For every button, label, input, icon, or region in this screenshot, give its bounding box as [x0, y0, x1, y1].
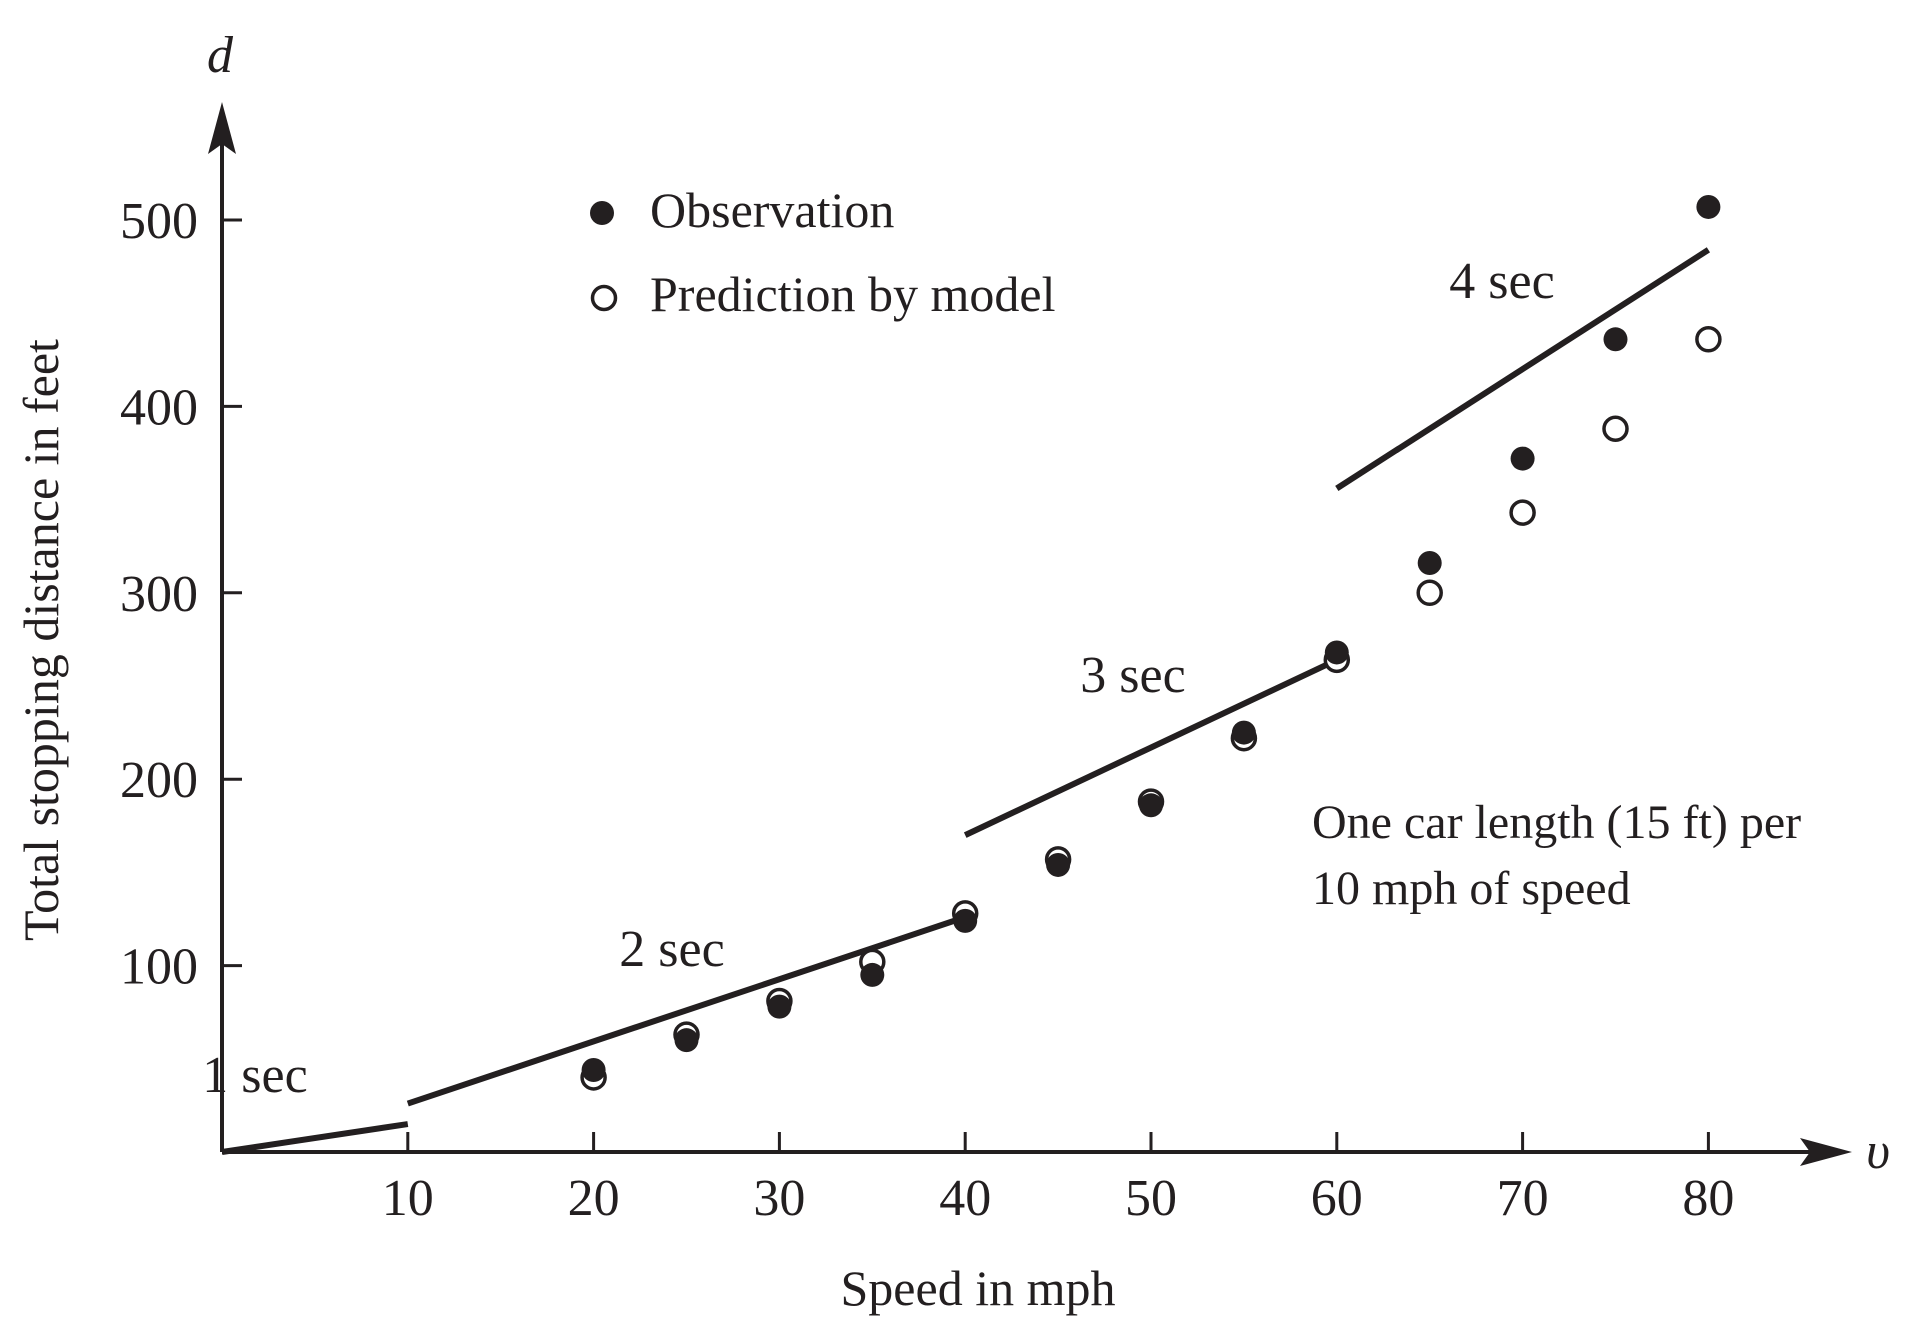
- observation-point-65: [1417, 550, 1442, 575]
- legend-prediction-marker: [590, 284, 618, 312]
- legend-prediction-label: Prediction by model: [650, 266, 1056, 322]
- annotation-line-1: One car length (15 ft) per: [1312, 796, 1801, 849]
- y-axis-title: Total stopping distance in feet: [13, 339, 69, 941]
- observation-point-70: [1510, 446, 1535, 471]
- segment-line-4-sec: [1335, 247, 1711, 491]
- segment-line-2-sec: [406, 914, 967, 1107]
- observation-point-40: [953, 908, 978, 933]
- prediction-point-65: [1416, 579, 1443, 607]
- observation-point-55: [1231, 720, 1256, 745]
- y-axis-arrow: [208, 102, 236, 154]
- axes: [208, 102, 1852, 1166]
- y-tick-label-100: 100: [120, 939, 198, 996]
- segment-label-1-sec: 1 sec: [202, 1047, 307, 1104]
- observation-point-75: [1603, 327, 1628, 352]
- observation-point-60: [1324, 640, 1349, 665]
- x-tick-label-10: 10: [382, 1170, 434, 1227]
- observation-point-50: [1139, 793, 1163, 818]
- y-ticks: 100 200 300 400 500: [120, 193, 242, 996]
- prediction-point-70: [1509, 499, 1536, 526]
- legend-observation-label: Observation: [650, 182, 894, 238]
- x-axis-arrow: [1800, 1138, 1852, 1166]
- segment-line-3-sec: [963, 657, 1339, 838]
- observation-point-30: [767, 994, 792, 1019]
- segment-label-3-sec: 3 sec: [1080, 647, 1185, 704]
- observation-point-20: [581, 1057, 606, 1082]
- annotation: One car length (15 ft) per 10 mph of spe…: [1312, 796, 1801, 915]
- prediction-point-80: [1695, 326, 1722, 353]
- y-tick-label-200: 200: [120, 752, 198, 809]
- x-tick-label-30: 30: [753, 1170, 805, 1227]
- observation-point-35: [860, 962, 885, 987]
- segment-label-2-sec: 2 sec: [619, 921, 724, 978]
- y-tick-label-500: 500: [120, 193, 198, 250]
- time-segments: 1 sec 2 sec 3 sec 4 sec: [202, 247, 1711, 1155]
- legend-observation-marker: [590, 201, 614, 225]
- data-points: [580, 194, 1722, 1091]
- observation-point-45: [1046, 852, 1071, 877]
- y-variable-label: d: [207, 27, 234, 84]
- x-ticks: 10 20 30 40 50 60 70 80: [382, 1132, 1734, 1227]
- x-tick-label-20: 20: [568, 1170, 620, 1227]
- y-tick-label-400: 400: [120, 379, 198, 436]
- x-tick-label-80: 80: [1682, 1170, 1734, 1227]
- segment-line-1-sec: [221, 1121, 409, 1155]
- y-tick-label-300: 300: [120, 566, 198, 623]
- prediction-point-75: [1602, 415, 1629, 443]
- annotation-line-2: 10 mph of speed: [1312, 862, 1631, 915]
- observation-point-80: [1696, 194, 1721, 219]
- x-tick-label-50: 50: [1125, 1170, 1177, 1227]
- legend: Observation Prediction by model: [590, 182, 1056, 322]
- segment-label-4-sec: 4 sec: [1449, 253, 1554, 310]
- x-tick-label-40: 40: [939, 1170, 991, 1227]
- observation-point-25: [674, 1028, 699, 1053]
- x-variable-label: υ: [1866, 1123, 1890, 1180]
- x-axis-title: Speed in mph: [841, 1260, 1116, 1316]
- x-tick-label-60: 60: [1311, 1170, 1363, 1227]
- x-tick-label-70: 70: [1497, 1170, 1549, 1227]
